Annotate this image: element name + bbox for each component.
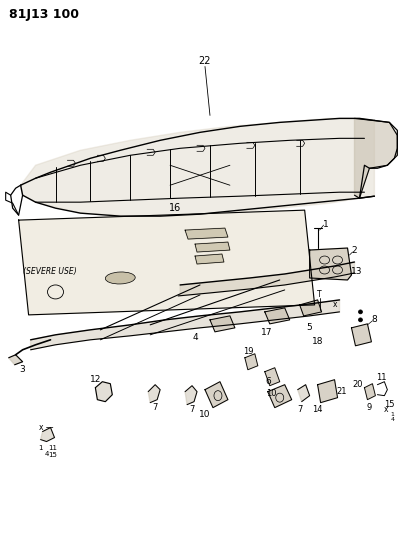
Polygon shape (354, 118, 397, 198)
Polygon shape (195, 254, 224, 264)
Polygon shape (300, 300, 322, 316)
Text: 12: 12 (90, 375, 101, 384)
Polygon shape (205, 382, 228, 408)
Polygon shape (9, 355, 23, 365)
Text: (SEVERE USE): (SEVERE USE) (23, 268, 77, 277)
Ellipse shape (359, 310, 363, 314)
Text: 7: 7 (297, 405, 302, 414)
Text: 22: 22 (199, 55, 211, 66)
Text: 11: 11 (376, 373, 387, 382)
Text: x: x (332, 301, 337, 309)
Text: x: x (384, 405, 389, 414)
Text: 21: 21 (336, 387, 347, 396)
Text: 6: 6 (265, 377, 271, 386)
Ellipse shape (105, 272, 135, 284)
Polygon shape (21, 118, 374, 216)
Polygon shape (352, 324, 372, 346)
Text: 11: 11 (48, 445, 57, 450)
Text: 4: 4 (44, 450, 49, 456)
Polygon shape (364, 384, 375, 400)
Text: T: T (317, 290, 322, 300)
Text: 3: 3 (20, 365, 26, 374)
Text: 4: 4 (390, 417, 394, 422)
Polygon shape (268, 385, 292, 408)
Polygon shape (317, 379, 337, 402)
Text: 15: 15 (384, 400, 395, 409)
Polygon shape (298, 385, 310, 402)
Text: 10: 10 (199, 410, 211, 419)
Text: 13: 13 (351, 268, 362, 277)
Polygon shape (210, 316, 235, 332)
Text: 19: 19 (243, 348, 253, 356)
Ellipse shape (359, 318, 363, 322)
Text: 5: 5 (307, 324, 313, 333)
Text: 2: 2 (352, 246, 357, 255)
Text: 4: 4 (192, 333, 198, 342)
Text: 16: 16 (169, 203, 181, 213)
Text: 1: 1 (323, 220, 328, 229)
Polygon shape (148, 385, 160, 402)
Polygon shape (185, 228, 228, 239)
Text: 15: 15 (48, 451, 57, 457)
Text: 7: 7 (189, 405, 195, 414)
Polygon shape (41, 427, 55, 441)
Text: 81J13 100: 81J13 100 (9, 8, 79, 21)
Polygon shape (19, 210, 315, 315)
Text: 20: 20 (352, 380, 363, 389)
Polygon shape (185, 386, 197, 405)
Polygon shape (310, 248, 352, 280)
Polygon shape (31, 300, 339, 350)
Text: 9: 9 (367, 403, 372, 412)
Text: 17: 17 (261, 328, 273, 337)
Polygon shape (195, 242, 230, 252)
Text: 18: 18 (312, 337, 323, 346)
Text: 8: 8 (372, 316, 377, 325)
Text: 10: 10 (267, 389, 277, 398)
Polygon shape (95, 382, 112, 402)
Text: 1: 1 (390, 412, 394, 417)
Text: 14: 14 (312, 405, 323, 414)
Text: 7: 7 (153, 403, 158, 412)
Polygon shape (265, 368, 280, 386)
Polygon shape (265, 308, 290, 324)
Text: 1: 1 (38, 445, 43, 450)
Text: x —: x — (39, 423, 53, 432)
Polygon shape (180, 262, 354, 296)
Polygon shape (245, 354, 258, 370)
